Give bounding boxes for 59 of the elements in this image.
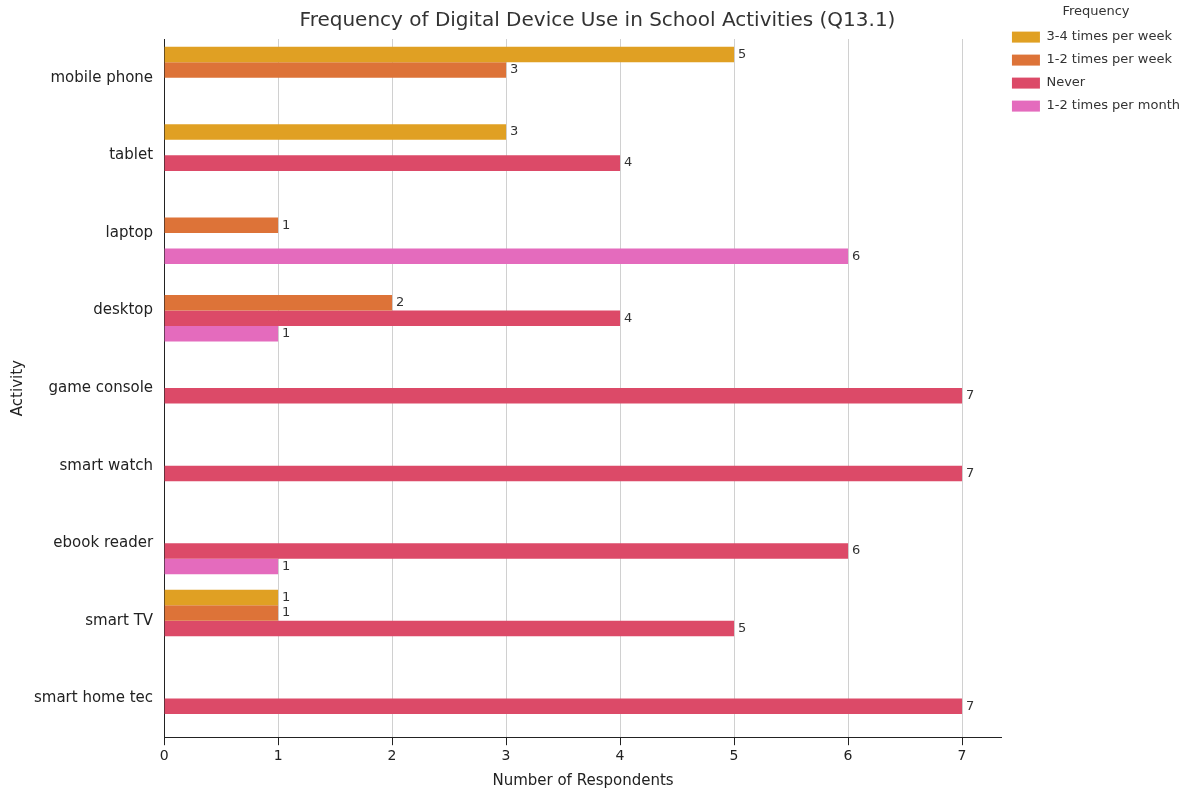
y-tick-label: game console xyxy=(48,377,154,396)
data-label: 6 xyxy=(852,247,861,263)
data-label: 7 xyxy=(966,464,975,480)
data-label: 1 xyxy=(282,325,291,341)
data-label: 7 xyxy=(966,697,975,713)
bar xyxy=(164,46,735,63)
bar xyxy=(164,310,621,327)
legend-label: 1-2 times per month xyxy=(1046,97,1180,113)
bar xyxy=(164,155,621,171)
x-tick-label: 6 xyxy=(843,747,853,764)
x-tick-label: 5 xyxy=(729,747,739,764)
bar xyxy=(164,620,735,637)
x-tick-label: 2 xyxy=(387,747,397,764)
bar xyxy=(164,62,507,78)
y-tick-label: smart home tec xyxy=(33,688,154,707)
y-tick-label: smart TV xyxy=(85,610,154,629)
x-tick-label: 4 xyxy=(615,747,625,764)
chart-title: Frequency of Digital Device Use in School Activities (Q13.1) xyxy=(299,7,896,32)
data-label: 1 xyxy=(282,604,291,620)
bar xyxy=(164,589,279,606)
y-tick-label: tablet xyxy=(109,145,154,164)
data-label: 1 xyxy=(282,557,291,573)
bar xyxy=(164,124,507,140)
x-tick-label: 0 xyxy=(159,747,169,764)
legend-title: Frequency xyxy=(1062,2,1130,18)
data-label: 4 xyxy=(624,154,633,170)
bar xyxy=(164,465,963,482)
data-label: 5 xyxy=(738,45,747,61)
bar xyxy=(164,605,279,621)
bar xyxy=(164,698,963,714)
data-label: 6 xyxy=(852,542,861,558)
bar xyxy=(164,248,849,264)
legend-label: 3-4 times per week xyxy=(1046,28,1173,44)
y-tick-label: laptop xyxy=(105,222,154,241)
x-axis-title: Number of Respondents xyxy=(492,770,674,789)
bar xyxy=(164,558,279,575)
y-tick-label: desktop xyxy=(93,300,154,319)
bar xyxy=(164,295,393,311)
bar xyxy=(164,326,279,342)
legend-label: Never xyxy=(1046,74,1086,90)
y-axis-title: Activity xyxy=(7,359,26,417)
bar xyxy=(164,217,279,233)
y-tick-label: ebook reader xyxy=(53,533,154,552)
bar xyxy=(164,543,849,559)
data-label: 4 xyxy=(624,309,633,325)
data-label: 5 xyxy=(738,619,747,635)
data-label: 7 xyxy=(966,387,975,403)
y-tick-label: mobile phone xyxy=(50,67,154,86)
data-label: 2 xyxy=(396,294,405,310)
bar xyxy=(164,388,963,404)
legend-label: 1-2 times per week xyxy=(1046,51,1173,67)
x-tick-label: 1 xyxy=(273,747,283,764)
data-label: 1 xyxy=(282,216,291,232)
data-label: 1 xyxy=(282,588,291,604)
x-tick-label: 3 xyxy=(501,747,511,764)
y-tick-label: smart watch xyxy=(59,455,154,474)
data-label: 3 xyxy=(510,61,519,77)
x-tick-label: 7 xyxy=(957,747,967,764)
data-label: 3 xyxy=(510,123,519,139)
